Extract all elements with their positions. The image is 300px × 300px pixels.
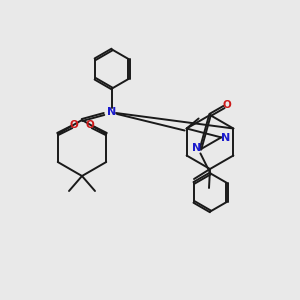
Text: O: O — [223, 100, 231, 110]
Text: N: N — [107, 107, 117, 117]
Text: N: N — [220, 134, 230, 143]
Text: N: N — [192, 143, 201, 153]
Text: O: O — [86, 120, 94, 130]
Text: O: O — [69, 120, 78, 130]
